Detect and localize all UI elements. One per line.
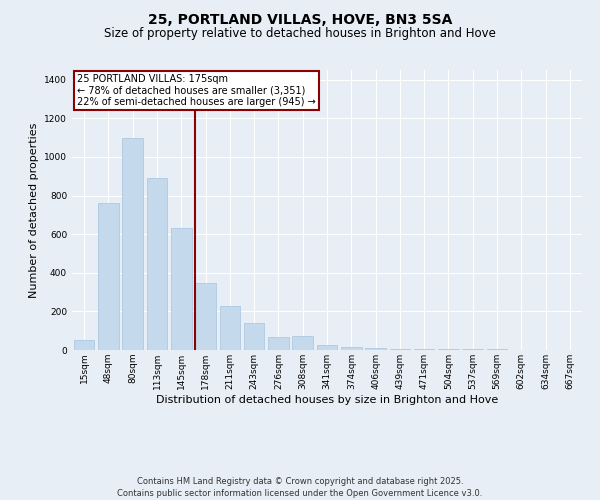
Text: 25, PORTLAND VILLAS, HOVE, BN3 5SA: 25, PORTLAND VILLAS, HOVE, BN3 5SA (148, 12, 452, 26)
Bar (438, 349, 459, 350)
Bar (98, 203, 119, 350)
X-axis label: Distribution of detached houses by size in Brighton and Hove: Distribution of detached houses by size … (156, 394, 498, 404)
Text: Size of property relative to detached houses in Brighton and Hove: Size of property relative to detached ho… (104, 28, 496, 40)
Bar (244, 323, 265, 350)
Text: Contains HM Land Registry data © Crown copyright and database right 2025.
Contai: Contains HM Land Registry data © Crown c… (118, 476, 482, 498)
Bar (317, 345, 337, 350)
Bar (292, 336, 313, 350)
Bar (122, 138, 143, 350)
Bar (268, 338, 289, 350)
Bar (341, 347, 362, 350)
Bar (414, 349, 434, 350)
Bar (195, 284, 216, 350)
Bar (146, 178, 167, 350)
Bar (74, 340, 94, 350)
Text: 25 PORTLAND VILLAS: 175sqm
← 78% of detached houses are smaller (3,351)
22% of s: 25 PORTLAND VILLAS: 175sqm ← 78% of deta… (77, 74, 316, 108)
Bar (389, 348, 410, 350)
Y-axis label: Number of detached properties: Number of detached properties (29, 122, 38, 298)
Bar (220, 306, 240, 350)
Bar (365, 348, 386, 350)
Bar (171, 228, 191, 350)
